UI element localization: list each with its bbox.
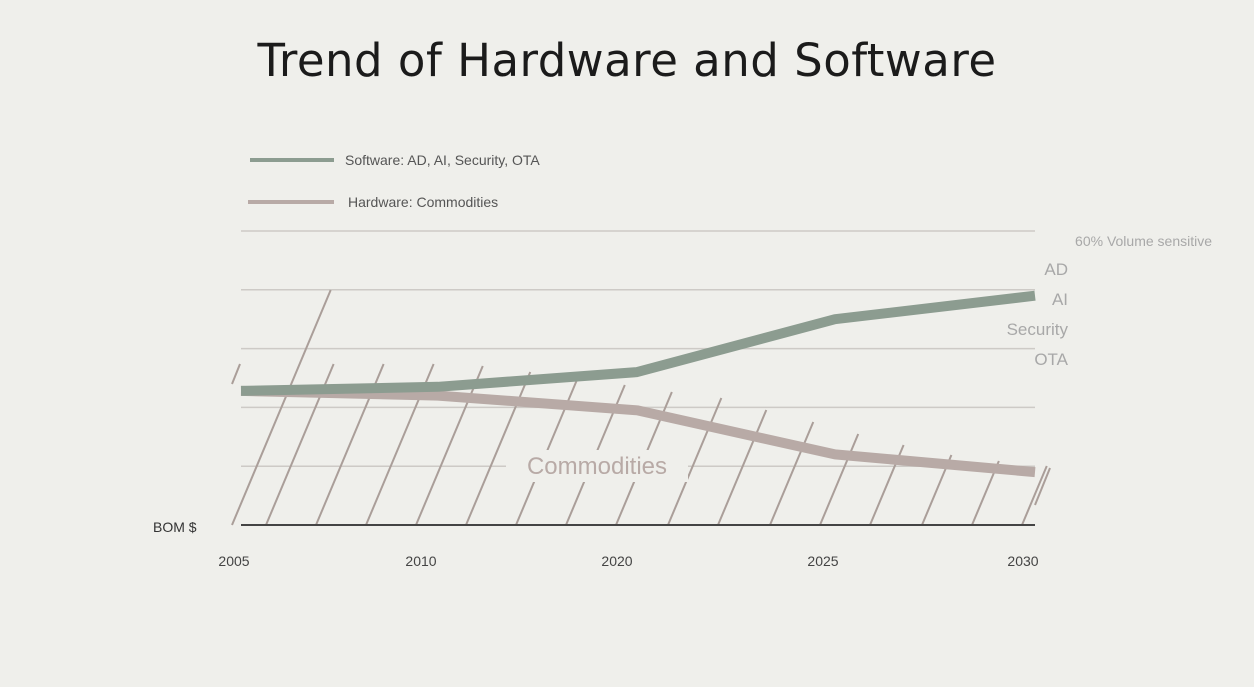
hatch-line-5 xyxy=(415,365,484,526)
hatch-line-10 xyxy=(667,397,723,526)
hatch-line-17 xyxy=(1021,465,1048,526)
right-note-volume-sensitive: 60% Volume sensitive xyxy=(1075,233,1212,249)
hatch-line-edge xyxy=(231,363,241,385)
series-line-hardware xyxy=(240,385,1036,478)
series-line-software xyxy=(240,290,1036,396)
area-label-commodities: Commodities xyxy=(527,453,667,480)
right-item-ota: OTA xyxy=(1034,350,1068,369)
x-tick-label-2005: 2005 xyxy=(218,553,249,569)
hatch-line-13 xyxy=(819,433,860,526)
x-axis-ticks: 2005 2010 2020 2025 2030 xyxy=(218,553,1038,569)
hatch-line-edge-right xyxy=(1034,467,1051,506)
right-item-security: Security xyxy=(1007,320,1069,339)
legend-label-hardware: Hardware: Commodities xyxy=(348,194,498,210)
legend: Software: AD, AI, Security, OTA Hardware:… xyxy=(248,152,540,210)
right-item-ai: AI xyxy=(1052,290,1068,309)
x-tick-label-2010: 2010 xyxy=(405,553,436,569)
grid-lines xyxy=(241,230,1035,467)
area-label-group: Commodities xyxy=(506,450,688,482)
right-item-ad: AD xyxy=(1044,260,1068,279)
x-tick-label-2025: 2025 xyxy=(807,553,838,569)
hatch-line-12 xyxy=(769,421,815,526)
legend-label-software: Software: AD, AI, Security, OTA xyxy=(345,152,540,168)
hatch-line-11 xyxy=(717,409,768,526)
chart-title: Trend of Hardware and Software xyxy=(257,34,997,87)
x-tick-label-2020: 2020 xyxy=(601,553,632,569)
right-annotations: 60% Volume sensitive AD AI Security OTA xyxy=(1007,233,1213,369)
y-axis-label: BOM $ xyxy=(153,519,197,535)
hatch-line-1 xyxy=(231,289,332,526)
x-tick-label-2030: 2030 xyxy=(1007,553,1038,569)
area-label-background xyxy=(506,450,688,482)
axes: BOM $ xyxy=(153,519,1035,535)
series-lines xyxy=(240,290,1036,478)
